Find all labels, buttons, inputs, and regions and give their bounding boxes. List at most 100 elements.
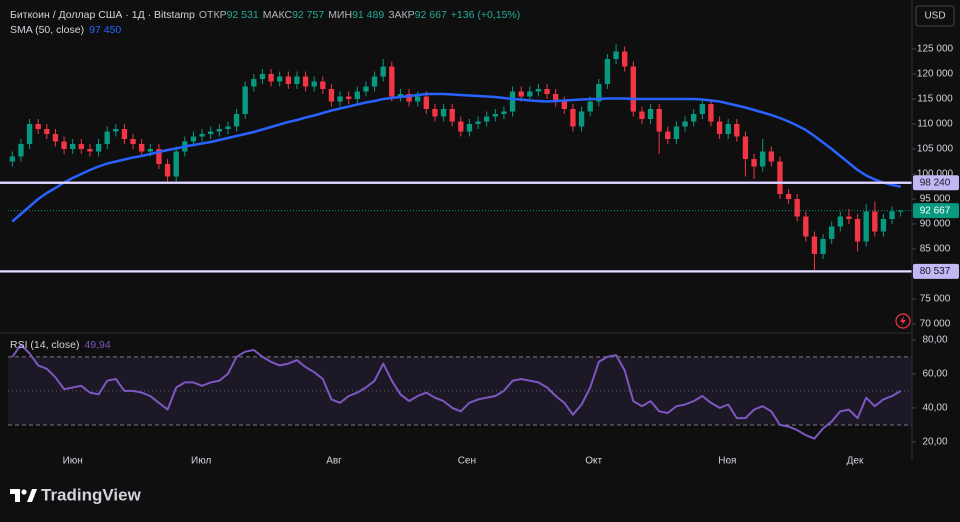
candle-body [363,86,369,92]
level-tag [913,175,959,191]
candle-body [794,199,800,217]
rsi-name: RSI (14, close) [10,339,79,351]
y-tick-label: 60,00 [922,369,947,380]
candle-body [708,104,714,122]
candle-body [173,151,179,177]
candle-body [268,74,274,82]
candle-body [898,210,904,212]
high-value: 92 757 [292,9,324,21]
y-tick-label: 90 000 [920,219,951,230]
candle-body [147,149,153,152]
y-tick-label: 110 000 [917,119,953,130]
candle-body [130,139,136,144]
candle-body [854,219,861,242]
x-tick-label: Ноя [718,456,736,467]
candle-body [121,129,128,139]
currency[interactable]: USD [924,11,945,22]
candle-body [294,76,300,84]
low-value: 91 489 [352,9,384,21]
low-label: МИН [328,9,352,21]
candle-body [285,76,291,84]
currency-box[interactable] [915,5,955,27]
change-value: +136 (+0,15%) [451,9,520,21]
candle-body [87,149,93,152]
candle-body [475,121,481,124]
candle-body [820,239,826,254]
candle-body [561,101,567,109]
plot-layer [0,44,912,440]
candle-body [95,144,102,152]
symbol: Биткоин / Доллар США · 1Д · Bitstamp [10,9,195,21]
candle-body [553,94,559,102]
brand: TradingView [41,485,142,504]
candle-body [337,96,343,102]
candle-body [484,116,490,122]
candle-body [699,104,705,114]
candle-body [78,144,84,149]
candle-body [837,216,843,227]
candle-body [216,129,222,132]
open-label: ОТКР [199,9,227,21]
alert-icon-bolt [900,316,906,326]
candle-body [509,91,516,112]
logo-part [27,489,37,502]
candle-body [734,124,740,137]
candle-body [259,74,266,79]
candle-body [535,89,542,92]
sma-value: 97 450 [89,24,121,36]
high-label: МАКС [263,9,293,21]
candle-body [846,216,852,219]
candle-body [406,94,412,102]
candle-body [889,211,895,219]
candle-body [760,151,766,167]
candle-body [233,114,240,127]
candle-body [682,121,688,127]
y-tick-label: 115 000 [917,94,953,105]
candle-body [328,89,335,102]
candle-body [544,89,550,94]
candle-body [156,149,162,164]
candle-body [751,159,757,167]
candle-body [466,124,473,132]
candle-body [164,164,171,177]
y-tick-label: 20,00 [922,437,947,448]
candle-body [596,84,602,102]
x-tick-label: Июл [191,456,211,467]
close-value: 92 667 [415,9,447,21]
candle-body [811,236,818,254]
candle-body [803,216,809,237]
x-tick-label: Сен [458,456,476,467]
y-tick-label: 100 000 [917,169,954,180]
level-label: 98 240 [920,177,951,188]
candle-body [570,109,576,127]
last-price-label: 92 667 [920,205,951,216]
candle-body [320,81,326,89]
candle-body [208,131,214,134]
candle-body [691,114,697,122]
candle-body [346,96,352,99]
background-layer [8,210,912,426]
candle-body [139,144,145,152]
y-tick-label: 125 000 [917,44,954,55]
candle-body [18,144,24,157]
candle-body [302,76,309,87]
candle-body [518,91,524,97]
candle-body [113,129,119,132]
logo-part [21,489,27,495]
level-label: 80 537 [920,266,951,277]
candle-body [35,124,41,129]
candle-body [863,211,869,242]
candle-body [225,126,231,129]
y-tick-label: 105 000 [917,144,954,155]
last-price-tag [913,203,959,219]
rsi-line [11,343,902,440]
sma-line [11,92,901,223]
candle-body [777,161,783,194]
level-tag [913,263,959,279]
candle-body [613,51,619,59]
candle-body [389,66,395,97]
candle-body [785,194,792,199]
alert-icon[interactable] [895,313,911,329]
